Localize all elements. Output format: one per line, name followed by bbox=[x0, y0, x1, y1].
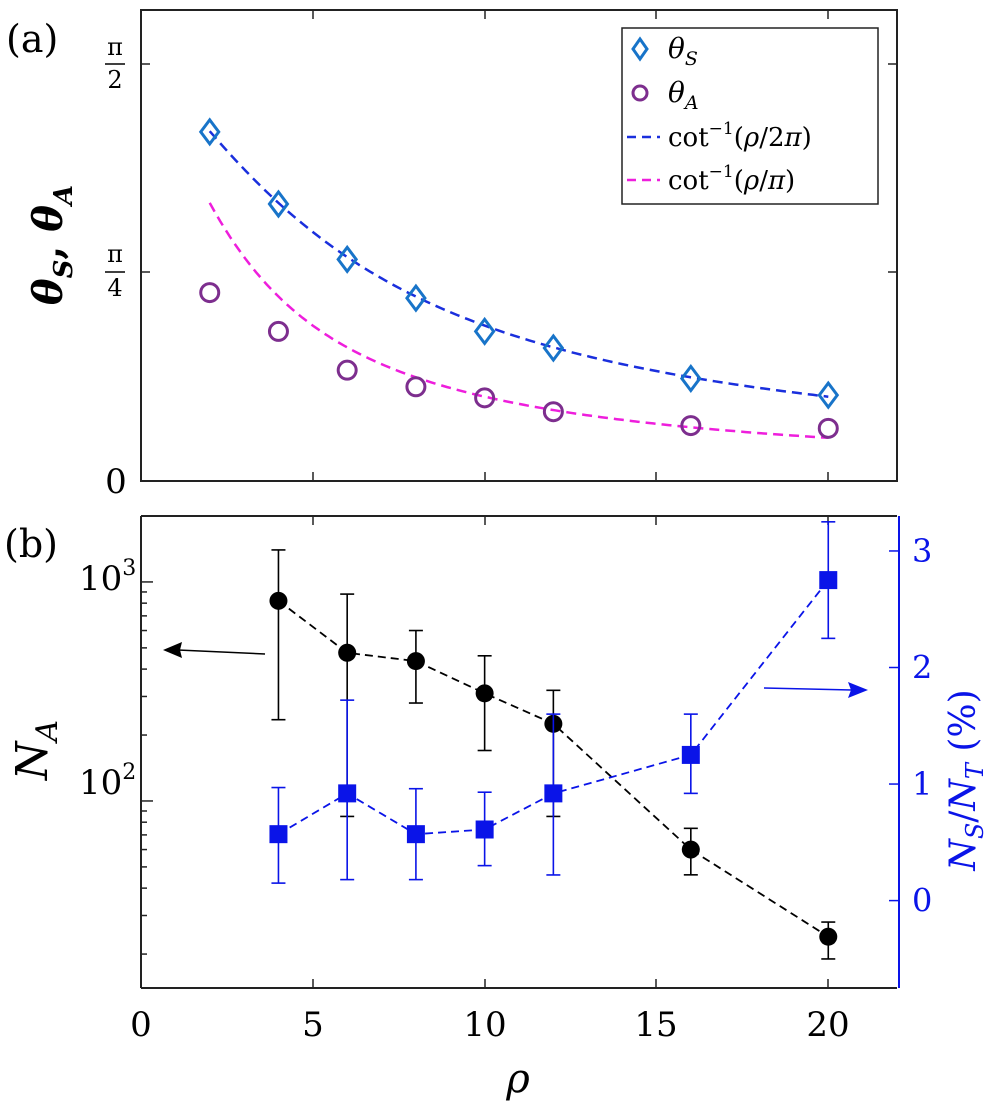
svg-text:π: π bbox=[107, 33, 123, 61]
panel-a-label: (a) bbox=[6, 17, 58, 61]
theta-a-point bbox=[336, 359, 358, 381]
na-point bbox=[269, 591, 288, 610]
theta-a-point bbox=[405, 376, 427, 398]
theta-a-point bbox=[680, 415, 702, 437]
markers-a bbox=[198, 117, 840, 439]
panel-a: (a) π 2 π 4 0 θS, θA bbox=[6, 9, 898, 502]
svg-text:2: 2 bbox=[107, 66, 122, 94]
theta-s-point bbox=[267, 189, 290, 219]
series-ns bbox=[269, 521, 838, 884]
xtick-label-10: 10 bbox=[463, 1005, 506, 1045]
legend-acot-2pi: cot−1(ρ/2π) bbox=[668, 119, 812, 153]
svg-text:π: π bbox=[107, 240, 123, 268]
na-point bbox=[338, 643, 357, 662]
right-tick-label-1: 1 bbox=[912, 765, 932, 803]
xtick-label-20: 20 bbox=[806, 1005, 849, 1045]
arrow-right-annotation bbox=[763, 682, 868, 698]
fit-line-acot_x_over_pi bbox=[208, 202, 829, 440]
legend-circle-icon bbox=[631, 84, 649, 102]
ytick-label-1e2: 102 bbox=[79, 760, 136, 803]
right-tick-label-3: 3 bbox=[912, 532, 932, 570]
na-point bbox=[681, 840, 700, 859]
xtick-label-0: 0 bbox=[130, 1005, 152, 1045]
ns-point bbox=[681, 745, 700, 764]
legend-theta-a: θA bbox=[668, 76, 699, 114]
ytick-label-pi2: π 2 bbox=[105, 33, 125, 94]
theta-a-point bbox=[542, 401, 564, 423]
theta-s-point bbox=[817, 380, 840, 410]
legend-theta-s: θS bbox=[668, 32, 698, 70]
fit-curves bbox=[208, 130, 829, 440]
ns-point bbox=[819, 571, 838, 590]
legend: θS θA cot−1(ρ/2π) cot−1(ρ/π) bbox=[621, 27, 879, 205]
theta-s-point bbox=[198, 117, 221, 147]
legend-diamond-icon bbox=[631, 36, 649, 62]
panel-b-label: (b) bbox=[4, 522, 58, 566]
theta-a-point bbox=[474, 387, 496, 409]
ytick-label-1e3: 103 bbox=[79, 556, 136, 599]
ns-point bbox=[338, 784, 357, 803]
ylabel-na: NA bbox=[7, 720, 65, 781]
panel-a-frame bbox=[140, 9, 898, 482]
right-tick-label-0: 0 bbox=[912, 882, 932, 920]
svg-text:4: 4 bbox=[107, 274, 122, 302]
ylabel-ns-nt: NS/NT (%) bbox=[943, 689, 989, 871]
xtick-label-5: 5 bbox=[302, 1005, 324, 1045]
theta-a-point bbox=[817, 417, 839, 439]
ns-point bbox=[406, 825, 425, 844]
theta-s-point bbox=[336, 244, 359, 274]
ns-point bbox=[269, 825, 288, 844]
theta-a-point bbox=[267, 320, 289, 342]
xlabel-rho: ρ bbox=[505, 1056, 530, 1102]
theta-s-point bbox=[542, 333, 565, 363]
theta-s-point bbox=[679, 363, 702, 393]
right-ticks bbox=[889, 550, 899, 902]
legend-acot-pi: cot−1(ρ/π) bbox=[668, 162, 795, 196]
ns-point bbox=[475, 820, 494, 839]
ytick-label-zero: 0 bbox=[105, 462, 127, 502]
theta-a-point bbox=[199, 282, 221, 304]
theta-s-point bbox=[405, 283, 427, 313]
ylabel-a: θS, θA bbox=[25, 185, 79, 305]
ns-point bbox=[544, 784, 563, 803]
log-ticks bbox=[141, 581, 153, 955]
na-point bbox=[819, 927, 838, 946]
xtick-label-15: 15 bbox=[634, 1005, 677, 1045]
ytick-label-pi4: π 4 bbox=[105, 240, 125, 302]
theta-s-point bbox=[473, 316, 496, 346]
fit-line-acot_x_over_2pi bbox=[208, 130, 829, 398]
na-point bbox=[406, 652, 425, 671]
right-tick-label-2: 2 bbox=[912, 649, 932, 687]
panel-b: (b) 0 5 10 15 20 ρ 103 102 NA 0 1 2 3 NS… bbox=[4, 515, 989, 1102]
na-point bbox=[475, 684, 494, 703]
legend-box bbox=[621, 27, 879, 205]
arrow-left-annotation bbox=[163, 642, 266, 658]
